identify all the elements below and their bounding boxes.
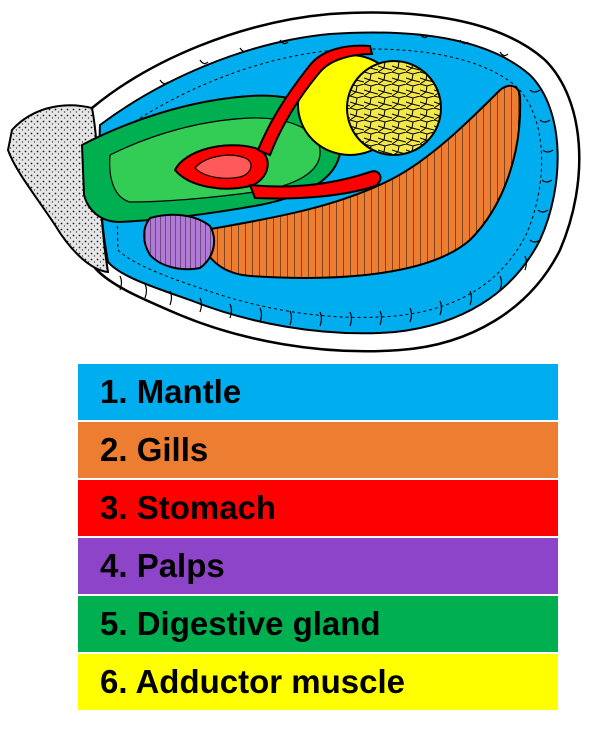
legend-label: 5. Digestive gland bbox=[100, 605, 381, 642]
legend-item-stomach: 3. Stomach bbox=[78, 480, 558, 536]
legend-label: 2. Gills bbox=[100, 431, 209, 468]
gills bbox=[204, 84, 522, 279]
legend-item-mantle: 1. Mantle bbox=[78, 364, 558, 420]
legend-label: 3. Stomach bbox=[100, 489, 277, 526]
legend-label: 6. Adductor muscle bbox=[100, 663, 406, 700]
stomach bbox=[173, 44, 382, 200]
oyster-anatomy-diagram bbox=[6, 11, 581, 353]
legend-item-gills: 2. Gills bbox=[78, 422, 558, 478]
adductor-muscle-inner bbox=[346, 60, 442, 156]
stomach-inner-loop bbox=[194, 154, 252, 179]
legend-item-palps: 4. Palps bbox=[78, 538, 558, 594]
mantle-fringe bbox=[119, 33, 554, 327]
legend-item-digestive-gland: 5. Digestive gland bbox=[78, 596, 558, 652]
legend-label: 1. Mantle bbox=[100, 373, 242, 410]
legend-item-adductor-muscle: 6. Adductor muscle bbox=[78, 654, 558, 710]
mantle-inner-border bbox=[114, 48, 543, 318]
legend: 1. Mantle 2. Gills 3. Stomach 4. Palps 5… bbox=[78, 364, 558, 712]
legend-label: 4. Palps bbox=[100, 547, 225, 584]
palps bbox=[143, 213, 216, 271]
